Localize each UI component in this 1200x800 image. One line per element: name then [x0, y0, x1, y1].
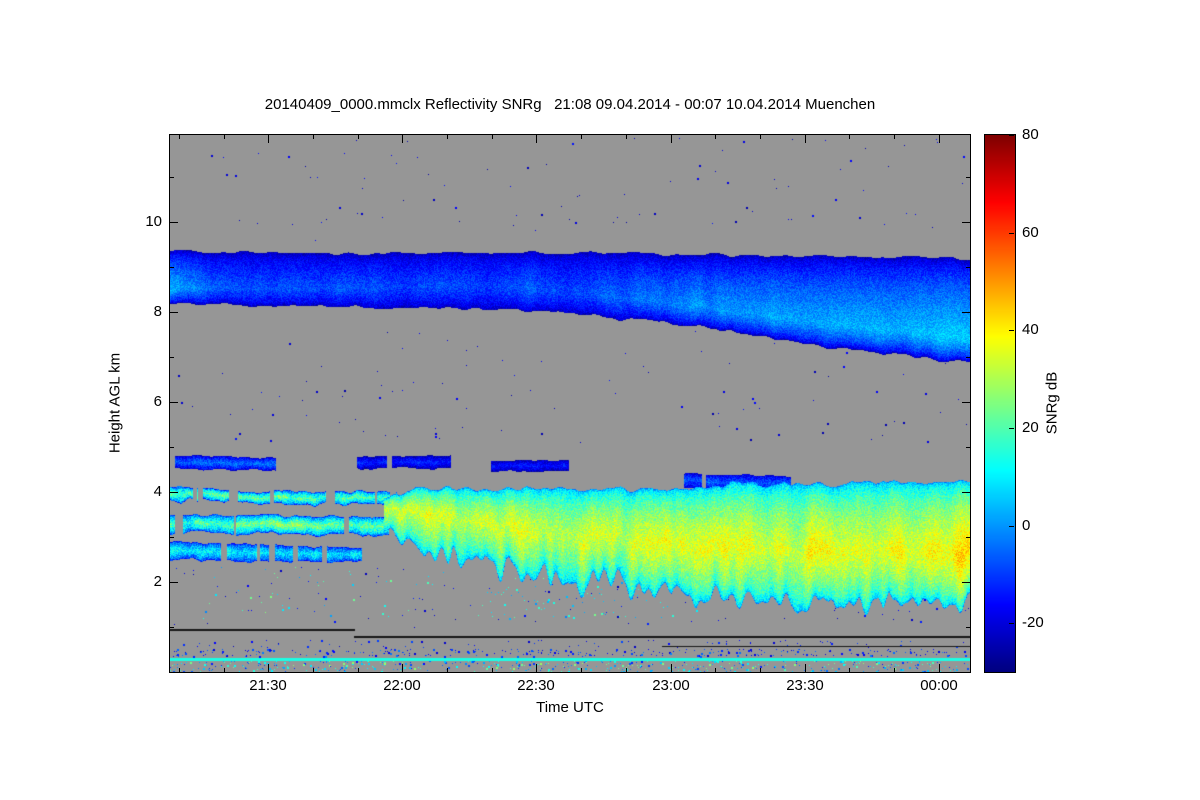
colorbar-tick-label: 20 — [1022, 419, 1039, 436]
y-minor-tick — [170, 447, 174, 448]
y-tick — [962, 582, 970, 583]
y-tick — [170, 312, 178, 313]
x-minor-tick — [849, 135, 850, 139]
x-minor-tick — [805, 135, 806, 139]
x-minor-tick — [939, 668, 940, 672]
x-tick-label: 23:30 — [786, 677, 824, 694]
x-minor-tick — [402, 135, 403, 139]
x-minor-tick — [268, 668, 269, 672]
x-tick-label: 22:00 — [383, 677, 421, 694]
x-minor-tick — [581, 135, 582, 139]
x-minor-tick — [447, 135, 448, 139]
x-minor-tick — [626, 135, 627, 139]
x-minor-tick — [447, 668, 448, 672]
chart-title: 20140409_0000.mmclx Reflectivity SNRg 21… — [264, 96, 876, 113]
x-minor-tick — [536, 135, 537, 139]
x-minor-tick — [224, 135, 225, 139]
x-minor-tick — [760, 135, 761, 139]
y-tick-label: 2 — [153, 573, 162, 590]
x-minor-tick — [492, 135, 493, 139]
y-tick — [962, 222, 970, 223]
y-tick-label: 10 — [145, 213, 162, 230]
colorbar-tick — [1009, 623, 1014, 624]
x-minor-tick — [313, 668, 314, 672]
x-minor-tick — [581, 668, 582, 672]
x-minor-tick — [179, 668, 180, 672]
x-minor-tick — [894, 135, 895, 139]
x-minor-tick — [715, 135, 716, 139]
colorbar-tick-label: -20 — [1022, 614, 1044, 631]
y-minor-tick — [966, 447, 970, 448]
y-minor-tick — [966, 357, 970, 358]
colorbar-tick-label: 80 — [1022, 126, 1039, 143]
colorbar-tick-label: 40 — [1022, 321, 1039, 338]
x-minor-tick — [626, 668, 627, 672]
x-minor-tick — [805, 668, 806, 672]
x-minor-tick — [179, 135, 180, 139]
x-minor-tick — [849, 668, 850, 672]
colorbar-canvas — [985, 135, 1015, 672]
y-minor-tick — [966, 537, 970, 538]
y-minor-tick — [966, 627, 970, 628]
colorbar-tick — [1009, 330, 1014, 331]
colorbar-frame — [984, 134, 1016, 673]
x-minor-tick — [268, 135, 269, 139]
y-tick-label: 6 — [153, 393, 162, 410]
x-minor-tick — [492, 668, 493, 672]
colorbar-tick — [1009, 233, 1014, 234]
x-axis-label: Time UTC — [536, 699, 604, 716]
x-tick — [805, 135, 806, 143]
x-minor-tick — [715, 668, 716, 672]
x-minor-tick — [536, 668, 537, 672]
x-minor-tick — [358, 135, 359, 139]
y-tick — [962, 402, 970, 403]
x-minor-tick — [402, 668, 403, 672]
x-minor-tick — [671, 668, 672, 672]
x-minor-tick — [358, 668, 359, 672]
x-tick — [536, 135, 537, 143]
y-tick-label: 8 — [153, 303, 162, 320]
y-tick — [170, 492, 178, 493]
x-tick-label: 22:30 — [517, 677, 555, 694]
x-tick-label: 23:00 — [652, 677, 690, 694]
x-minor-tick — [894, 668, 895, 672]
y-minor-tick — [966, 177, 970, 178]
y-tick — [170, 582, 178, 583]
y-tick — [170, 222, 178, 223]
y-minor-tick — [170, 267, 174, 268]
x-tick-label: 00:00 — [920, 677, 958, 694]
y-tick — [962, 312, 970, 313]
x-minor-tick — [313, 135, 314, 139]
y-minor-tick — [170, 177, 174, 178]
x-tick — [939, 135, 940, 143]
y-minor-tick — [966, 267, 970, 268]
y-minor-tick — [170, 357, 174, 358]
heatmap-canvas — [170, 135, 970, 672]
y-tick-label: 4 — [153, 483, 162, 500]
x-tick — [402, 135, 403, 143]
x-minor-tick — [224, 668, 225, 672]
y-minor-tick — [170, 537, 174, 538]
colorbar-tick-label: 0 — [1022, 517, 1031, 534]
colorbar-tick — [1009, 135, 1014, 136]
colorbar-tick — [1009, 526, 1014, 527]
y-minor-tick — [170, 627, 174, 628]
plot-frame — [169, 134, 971, 673]
colorbar-tick — [1009, 428, 1014, 429]
x-minor-tick — [760, 668, 761, 672]
y-tick — [170, 402, 178, 403]
x-tick — [671, 135, 672, 143]
colorbar-tick-label: 60 — [1022, 224, 1039, 241]
x-minor-tick — [939, 135, 940, 139]
x-tick-label: 21:30 — [249, 677, 287, 694]
x-minor-tick — [671, 135, 672, 139]
x-tick — [268, 135, 269, 143]
y-tick — [962, 492, 970, 493]
